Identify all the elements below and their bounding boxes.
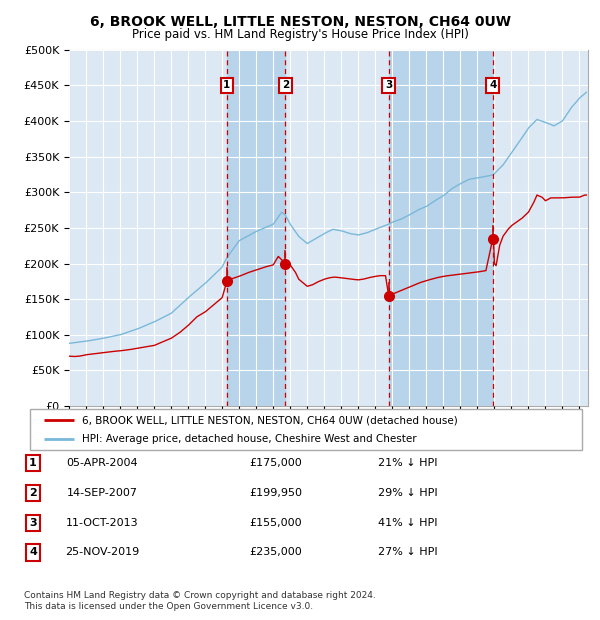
Text: £235,000: £235,000 <box>250 547 302 557</box>
Text: 4: 4 <box>29 547 37 557</box>
Text: 21% ↓ HPI: 21% ↓ HPI <box>378 458 438 468</box>
Text: Contains HM Land Registry data © Crown copyright and database right 2024.
This d: Contains HM Land Registry data © Crown c… <box>24 591 376 611</box>
Text: 29% ↓ HPI: 29% ↓ HPI <box>378 488 438 498</box>
Text: 14-SEP-2007: 14-SEP-2007 <box>67 488 137 498</box>
Text: £175,000: £175,000 <box>250 458 302 468</box>
Text: 2: 2 <box>29 488 37 498</box>
Bar <box>227 50 285 406</box>
Text: 4: 4 <box>489 80 496 91</box>
Text: 6, BROOK WELL, LITTLE NESTON, NESTON, CH64 0UW (detached house): 6, BROOK WELL, LITTLE NESTON, NESTON, CH… <box>82 415 458 425</box>
Text: 6, BROOK WELL, LITTLE NESTON, NESTON, CH64 0UW: 6, BROOK WELL, LITTLE NESTON, NESTON, CH… <box>89 16 511 30</box>
Text: 25-NOV-2019: 25-NOV-2019 <box>65 547 139 557</box>
Text: £155,000: £155,000 <box>250 518 302 528</box>
Text: 41% ↓ HPI: 41% ↓ HPI <box>378 518 438 528</box>
Text: 1: 1 <box>223 80 230 91</box>
Text: 3: 3 <box>29 518 37 528</box>
Text: 11-OCT-2013: 11-OCT-2013 <box>65 518 139 528</box>
Text: 2: 2 <box>281 80 289 91</box>
Text: 3: 3 <box>385 80 392 91</box>
Text: £199,950: £199,950 <box>250 488 302 498</box>
Text: 05-APR-2004: 05-APR-2004 <box>66 458 138 468</box>
Text: HPI: Average price, detached house, Cheshire West and Chester: HPI: Average price, detached house, Ches… <box>82 435 417 445</box>
Text: Price paid vs. HM Land Registry's House Price Index (HPI): Price paid vs. HM Land Registry's House … <box>131 28 469 41</box>
Bar <box>389 50 493 406</box>
Text: 1: 1 <box>29 458 37 468</box>
Text: 27% ↓ HPI: 27% ↓ HPI <box>378 547 438 557</box>
